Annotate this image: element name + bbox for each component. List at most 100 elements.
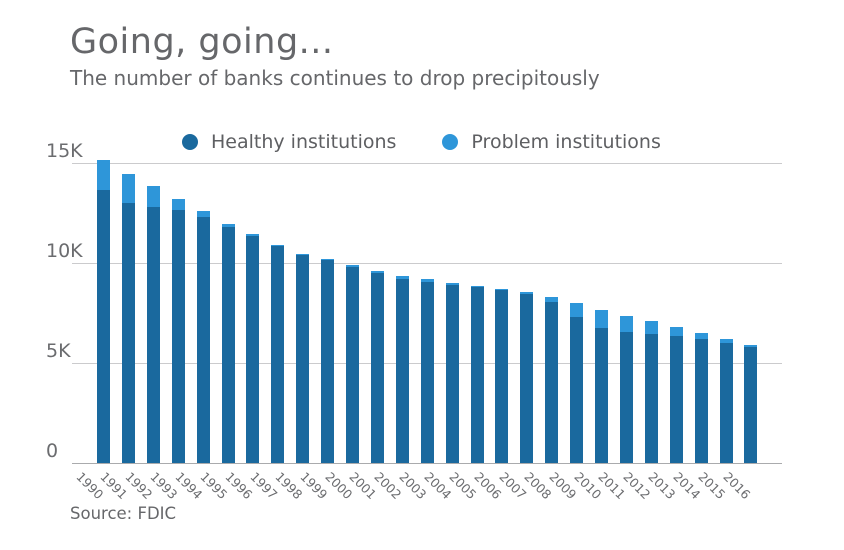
bar-2003 — [420, 279, 434, 463]
legend-item-problem: Problem institutions — [442, 131, 661, 153]
bar-1995 — [221, 223, 235, 463]
bar-2008 — [545, 296, 559, 463]
bar-2007 — [520, 292, 534, 463]
bar-2014-problem — [694, 332, 708, 340]
bar-2003-problem — [420, 279, 434, 282]
x-axis-label-2008: 2008 — [521, 469, 555, 503]
bar-2016-healthy — [744, 347, 758, 463]
legend-marker-problem — [442, 134, 459, 150]
source-note: Source: FDIC — [70, 504, 177, 523]
bar-1997-problem — [271, 244, 285, 247]
bar-1997 — [271, 244, 285, 463]
bar-1992 — [146, 185, 160, 463]
x-axis-label-1995: 1995 — [197, 469, 231, 503]
bar-2006-healthy — [495, 290, 509, 463]
bar-1991-healthy — [121, 202, 135, 463]
bar-1993-healthy — [171, 210, 185, 463]
bar-2015 — [719, 339, 733, 463]
bar-1996-problem — [246, 233, 260, 237]
x-axis-label-1991: 1991 — [97, 469, 131, 503]
y-axis-label-10k: 10K — [46, 240, 83, 262]
x-axis-label-2003: 2003 — [396, 469, 430, 503]
x-axis-label-1998: 1998 — [272, 469, 306, 503]
bar-1999-healthy — [321, 260, 335, 463]
legend-label-problem: Problem institutions — [471, 131, 661, 153]
x-axis-label-2004: 2004 — [421, 469, 455, 503]
legend-marker-healthy — [182, 134, 198, 150]
bar-2007-healthy — [520, 293, 534, 463]
bar-1991 — [121, 173, 135, 463]
bar-2001 — [370, 270, 384, 463]
bar-2016 — [744, 344, 758, 463]
bar-2016-problem — [744, 344, 758, 348]
x-axis-label-2006: 2006 — [471, 469, 505, 503]
bar-1994-problem — [196, 210, 210, 218]
x-axis-label-2016: 2016 — [720, 469, 754, 503]
bar-2014 — [694, 332, 708, 463]
y-axis-label-15k: 15K — [46, 140, 83, 162]
bar-2008-healthy — [545, 301, 559, 463]
bar-2000-problem — [346, 264, 359, 267]
x-axis-label-2007: 2007 — [496, 469, 530, 503]
bar-2010-healthy — [595, 327, 608, 463]
bar-1998 — [296, 253, 310, 463]
legend-label-healthy: Healthy institutions — [211, 131, 397, 153]
bar-2015-healthy — [719, 343, 733, 463]
x-axis-label-1996: 1996 — [222, 469, 256, 503]
bar-1995-healthy — [221, 227, 235, 463]
bar-1996-healthy — [246, 236, 260, 463]
bar-2009-healthy — [570, 316, 584, 463]
bar-2001-healthy — [370, 273, 384, 463]
bar-2005-problem — [470, 286, 484, 288]
bar-2013 — [669, 326, 683, 463]
bar-2012 — [644, 321, 658, 463]
bar-2015-problem — [719, 339, 733, 344]
gridline-0 — [72, 463, 782, 464]
bar-2003-healthy — [420, 281, 434, 463]
chart-title: Going, going... — [70, 22, 334, 62]
bar-2012-problem — [644, 321, 658, 335]
x-axis-label-2013: 2013 — [645, 469, 679, 503]
gridline-10k — [72, 263, 782, 264]
y-axis-label-0: 0 — [46, 440, 59, 462]
bar-1992-healthy — [146, 207, 160, 463]
x-axis-label-2014: 2014 — [670, 469, 704, 503]
legend: Healthy institutions Problem institution… — [182, 131, 661, 153]
bar-2013-healthy — [669, 336, 683, 463]
x-axis-label-2001: 2001 — [346, 469, 380, 503]
x-axis-label-1990: 1990 — [72, 469, 106, 503]
x-axis-label-2009: 2009 — [545, 469, 580, 503]
bar-2009 — [570, 302, 584, 463]
bar-1999 — [321, 258, 335, 463]
x-axis-label-1999: 1999 — [296, 469, 331, 503]
bar-1990-problem — [97, 159, 110, 190]
bar-2013-problem — [669, 326, 683, 337]
bar-1993-problem — [171, 198, 185, 211]
y-axis-label-5k: 5K — [46, 340, 71, 362]
bar-1990 — [97, 159, 110, 463]
bar-2009-problem — [570, 302, 584, 317]
bar-2004-healthy — [445, 285, 459, 463]
bar-1999-problem — [321, 258, 335, 261]
bar-1998-problem — [296, 253, 310, 256]
bar-2014-healthy — [694, 339, 708, 463]
bar-2005-healthy — [470, 287, 484, 463]
bar-2007-problem — [520, 292, 534, 294]
bar-1991-problem — [121, 173, 135, 203]
bar-2010 — [595, 309, 608, 463]
bar-2000 — [346, 264, 359, 463]
legend-item-healthy: Healthy institutions — [182, 131, 396, 153]
x-axis-label-1992: 1992 — [122, 469, 156, 503]
x-axis-label-2000: 2000 — [321, 469, 355, 503]
bar-2010-problem — [595, 309, 608, 328]
bar-1994 — [196, 210, 210, 463]
bar-1998-healthy — [296, 255, 310, 463]
bar-1996 — [246, 233, 260, 463]
bar-1990-healthy — [97, 189, 110, 463]
x-axis-label-1994: 1994 — [172, 469, 206, 503]
x-axis-label-2012: 2012 — [620, 469, 654, 503]
bar-2006 — [495, 289, 509, 463]
bar-2008-problem — [545, 296, 559, 302]
bar-2002 — [395, 275, 409, 463]
